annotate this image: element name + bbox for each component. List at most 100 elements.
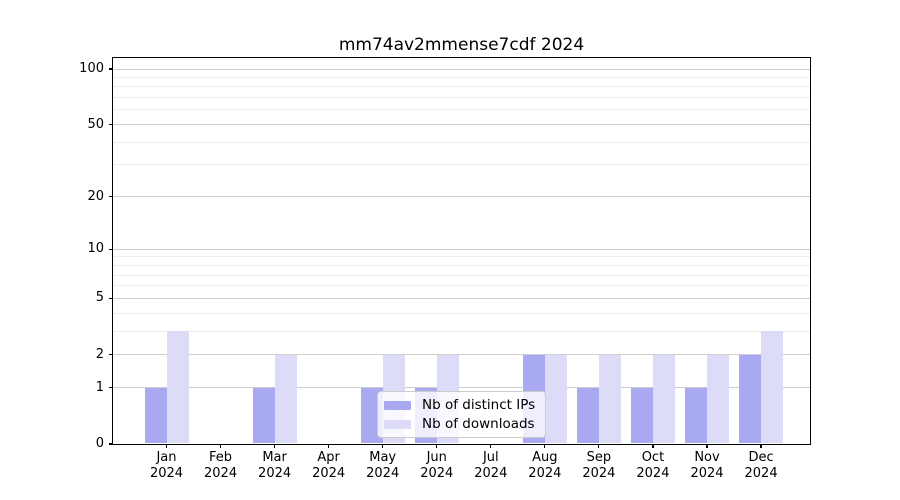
- x-tick-label-line: 2024: [744, 466, 778, 481]
- bar-nb-of-downloads: [544, 354, 567, 444]
- gridline-minor: [113, 86, 810, 88]
- x-tick-mark: [165, 443, 168, 448]
- gridline-minor: [113, 312, 810, 314]
- x-tick-label-line: Jan: [156, 450, 177, 465]
- x-tick-label: Jan 2024: [135, 450, 199, 482]
- x-tick-label: Oct 2024: [621, 450, 685, 482]
- gridline-major: [113, 124, 810, 126]
- x-tick-label-line: Aug: [532, 450, 558, 465]
- y-tick-mark: [108, 123, 113, 126]
- gridline-major: [113, 297, 810, 299]
- gridline-minor: [113, 330, 810, 332]
- gridline-minor: [113, 141, 810, 143]
- gridline-minor: [113, 76, 810, 78]
- x-tick-label-line: 2024: [474, 466, 508, 481]
- x-tick-label: Nov 2024: [675, 450, 739, 482]
- x-tick-label-line: 2024: [420, 466, 454, 481]
- gridline-minor: [113, 256, 810, 258]
- x-tick-label-line: Jul: [482, 450, 499, 465]
- legend-item: Nb of distinct IPs: [384, 397, 535, 413]
- x-tick-label: Jun 2024: [405, 450, 469, 482]
- gridline-major: [113, 196, 810, 198]
- x-tick-label-line: Dec: [748, 450, 774, 465]
- gridline-major: [113, 68, 810, 70]
- x-tick-mark: [274, 443, 276, 448]
- x-tick-label-line: 2024: [690, 466, 724, 481]
- gridline-major: [113, 354, 810, 356]
- bar-nb-of-distinct-ips: [576, 387, 599, 444]
- x-tick-label: Jul 2024: [459, 450, 523, 482]
- bar-nb-of-distinct-ips: [739, 354, 762, 444]
- x-tick-label: May 2024: [351, 450, 415, 482]
- y-tick-label: 20: [87, 188, 104, 204]
- bar-nb-of-downloads: [707, 354, 729, 444]
- legend-label: Nb of downloads: [422, 416, 535, 432]
- y-tick-mark: [108, 354, 113, 356]
- x-tick-label-line: Mar: [262, 450, 287, 465]
- gridline-minor: [113, 274, 810, 276]
- y-tick-mark: [108, 443, 113, 445]
- x-tick-label-line: May: [369, 450, 397, 465]
- x-tick-label-line: Apr: [317, 450, 340, 465]
- x-tick-mark: [219, 443, 222, 448]
- y-tick-mark: [108, 68, 113, 70]
- x-tick-label-line: 2024: [582, 466, 616, 481]
- legend-item: Nb of downloads: [384, 416, 535, 432]
- y-tick-mark: [108, 248, 113, 250]
- bar-nb-of-downloads: [761, 331, 784, 444]
- x-tick-label-line: Sep: [586, 450, 612, 465]
- x-tick-label-line: Nov: [694, 450, 720, 465]
- x-tick-label: Sep 2024: [567, 450, 631, 482]
- x-tick-label-line: 2024: [366, 466, 400, 481]
- x-tick-label-line: Oct: [641, 450, 665, 465]
- gridline-minor: [113, 109, 810, 111]
- bar-nb-of-downloads: [274, 354, 297, 444]
- bar-nb-of-distinct-ips: [685, 387, 707, 444]
- chart-title: mm74av2mmense7cdf 2024: [338, 35, 585, 55]
- legend-swatch-distinct-ips: [384, 400, 411, 410]
- x-tick-label-line: Jun: [426, 450, 447, 465]
- legend-swatch-downloads: [384, 419, 411, 429]
- x-tick-mark: [760, 443, 762, 448]
- gridline-major: [113, 387, 810, 389]
- x-tick-mark: [544, 443, 546, 448]
- x-tick-label: Apr 2024: [297, 450, 361, 482]
- bar-nb-of-downloads: [652, 354, 675, 444]
- gridline-minor: [113, 264, 810, 266]
- x-tick-mark: [598, 443, 600, 448]
- x-tick-label-line: 2024: [312, 466, 346, 481]
- bar-nb-of-distinct-ips: [252, 387, 275, 444]
- x-tick-mark: [490, 443, 492, 448]
- y-tick-label: 5: [95, 290, 104, 306]
- bar-nb-of-distinct-ips: [144, 387, 167, 444]
- gridline-major: [113, 248, 810, 250]
- x-tick-label: Feb 2024: [189, 450, 253, 482]
- x-tick-label-line: Feb: [209, 450, 233, 465]
- legend: Nb of distinct IPs Nb of downloads: [377, 391, 547, 438]
- y-tick-label: 50: [87, 116, 104, 132]
- y-tick-label: 2: [95, 346, 104, 362]
- gridline-minor: [113, 97, 810, 99]
- gridline-minor: [113, 285, 810, 287]
- x-tick-label-line: 2024: [258, 466, 292, 481]
- x-tick-mark: [706, 443, 708, 448]
- bar-nb-of-distinct-ips: [630, 387, 653, 444]
- x-tick-label: Aug 2024: [513, 450, 577, 482]
- y-tick-mark: [108, 297, 113, 299]
- gridline-minor: [113, 164, 810, 166]
- y-tick-label: 100: [79, 61, 104, 76]
- bar-nb-of-downloads: [166, 331, 189, 444]
- x-tick-mark: [382, 443, 384, 448]
- legend-label: Nb of distinct IPs: [422, 397, 536, 413]
- y-tick-label: 10: [87, 241, 104, 257]
- x-tick-label: Dec 2024: [729, 450, 793, 482]
- y-tick-label: 0: [95, 436, 104, 451]
- y-tick-mark: [108, 387, 113, 389]
- y-tick-mark: [108, 196, 113, 198]
- x-tick-label-line: 2024: [149, 466, 184, 481]
- x-tick-label-line: 2024: [204, 466, 238, 481]
- y-tick-label: 1: [95, 379, 104, 395]
- bar-nb-of-downloads: [598, 354, 621, 444]
- x-tick-mark: [652, 443, 654, 448]
